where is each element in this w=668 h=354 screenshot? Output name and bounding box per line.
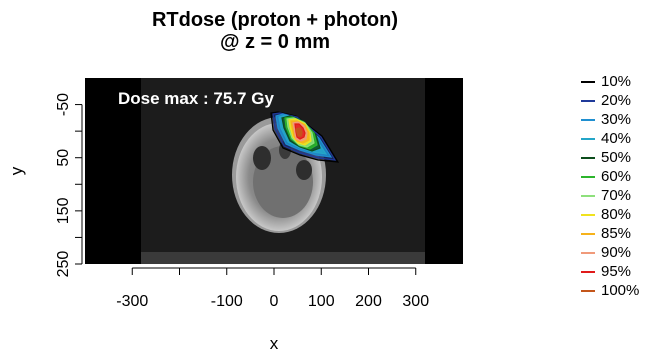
x-tick-label: 200 <box>355 293 382 310</box>
x-tick-label: 100 <box>308 293 335 310</box>
legend-swatch <box>581 195 595 197</box>
dose-contours <box>270 111 340 163</box>
legend-item: 60% <box>575 167 665 186</box>
y-tick-label: 150 <box>55 197 72 224</box>
legend-item: 80% <box>575 205 665 224</box>
legend-label: 80% <box>601 206 632 223</box>
legend-swatch <box>581 252 595 254</box>
x-tick-label: -100 <box>211 293 243 310</box>
legend-swatch <box>581 138 595 140</box>
legend-swatch <box>581 176 595 178</box>
legend-item: 40% <box>575 129 665 148</box>
legend-label: 50% <box>601 149 632 166</box>
y-axis-title: y <box>7 166 26 175</box>
legend-swatch <box>581 214 595 216</box>
x-tick-label: -300 <box>116 293 148 310</box>
sinus-right <box>296 160 312 180</box>
legend-label: 30% <box>601 111 632 128</box>
legend-label: 95% <box>601 263 632 280</box>
legend: 10% 20% 30% 40% 50% 60% 70% 80% 85% 90% 95% 100% <box>575 72 665 300</box>
legend-swatch <box>581 100 595 102</box>
legend-label: 70% <box>601 187 632 204</box>
y-tick-label: -50 <box>55 93 72 116</box>
legend-item: 30% <box>575 110 665 129</box>
legend-item: 95% <box>575 262 665 281</box>
chart-title: RTdose (proton + photon) <box>151 9 399 31</box>
y-tick-label: 250 <box>55 251 72 278</box>
couch <box>141 252 425 264</box>
legend-label: 20% <box>601 92 632 109</box>
legend-item: 70% <box>575 186 665 205</box>
legend-item: 10% <box>575 72 665 91</box>
isodose-contour-100pct <box>295 127 303 137</box>
legend-swatch <box>581 119 595 121</box>
legend-swatch <box>581 271 595 273</box>
legend-item: 20% <box>575 91 665 110</box>
legend-label: 10% <box>601 73 632 90</box>
legend-swatch <box>581 157 595 159</box>
legend-swatch <box>581 81 595 83</box>
chart-subtitle: @ z = 0 mm <box>219 31 331 53</box>
y-tick-label: 50 <box>55 149 72 167</box>
sinus-left <box>253 146 271 170</box>
legend-label: 85% <box>601 225 632 242</box>
axes: -300 -100 0 100 200 300 x -50 50 150 250 y <box>7 93 429 353</box>
legend-swatch <box>581 233 595 235</box>
plot-area: Dose max : 75.7 Gy -300 -100 0 100 200 300 x -5… <box>7 78 463 353</box>
legend-item: 85% <box>575 224 665 243</box>
x-tick-label: 300 <box>402 293 429 310</box>
x-axis-title: x <box>270 334 279 353</box>
legend-label: 40% <box>601 130 632 147</box>
legend-item: 100% <box>575 281 665 300</box>
legend-label: 60% <box>601 168 632 185</box>
legend-item: 90% <box>575 243 665 262</box>
x-tick-label: 0 <box>270 293 279 310</box>
legend-label: 100% <box>601 282 640 299</box>
legend-swatch <box>581 290 595 292</box>
legend-label: 90% <box>601 244 632 261</box>
legend-item: 50% <box>575 148 665 167</box>
dose-max-annotation: Dose max : 75.7 Gy <box>118 89 274 108</box>
